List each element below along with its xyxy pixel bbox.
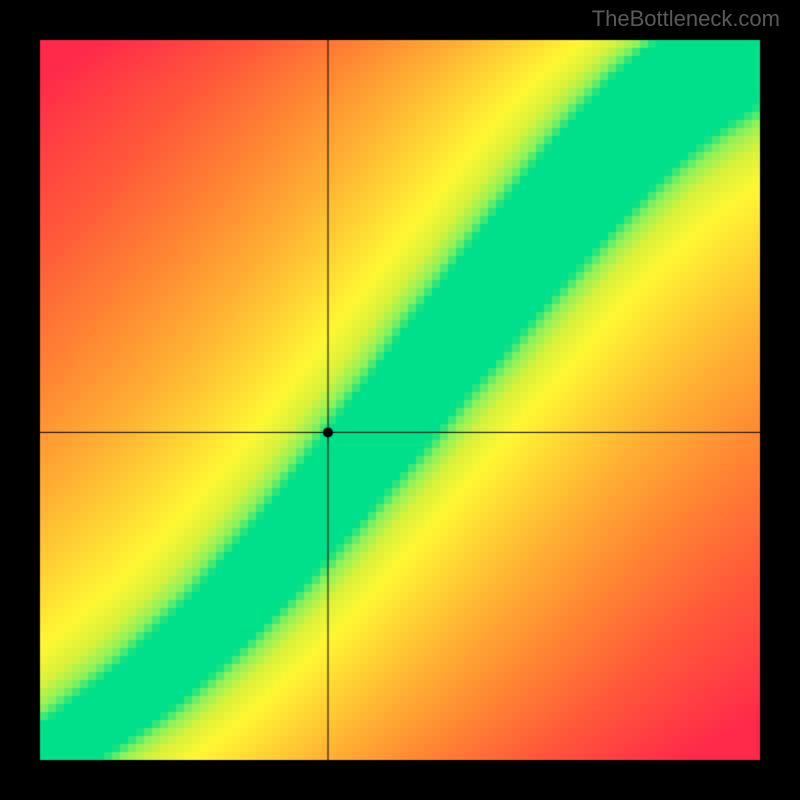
bottleneck-heatmap: [0, 0, 800, 800]
chart-container: TheBottleneck.com: [0, 0, 800, 800]
watermark-text: TheBottleneck.com: [592, 6, 780, 32]
